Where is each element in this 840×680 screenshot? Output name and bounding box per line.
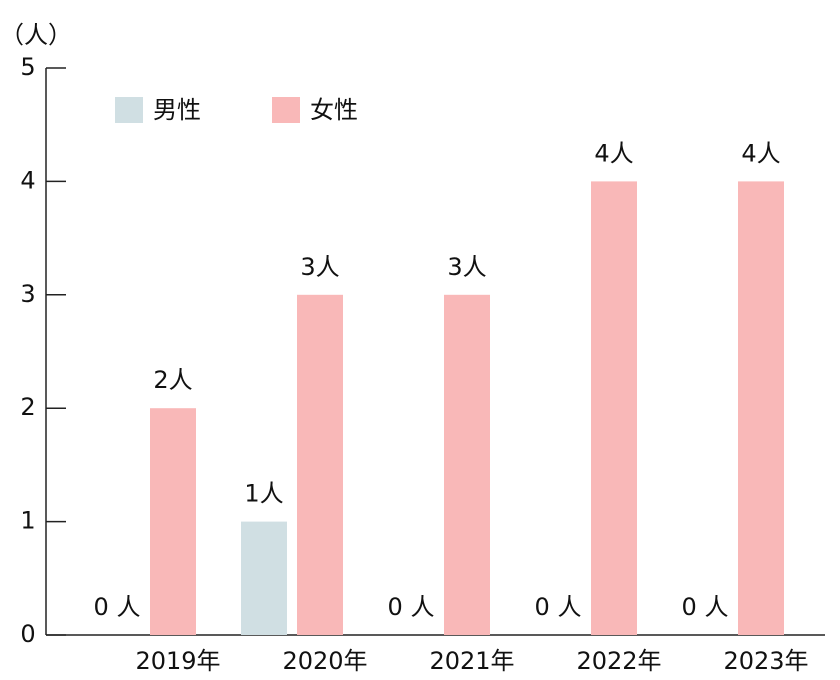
bar: [738, 181, 784, 635]
legend-swatch: [272, 97, 300, 123]
value-label: 0 人: [682, 593, 729, 621]
value-label: 3人: [447, 253, 486, 281]
bar: [297, 294, 343, 635]
value-label: 2人: [153, 366, 192, 394]
value-label: 0 人: [535, 593, 582, 621]
y-tick-label: 5: [20, 53, 35, 81]
x-tick-label: 2022年: [576, 647, 661, 675]
y-tick-label: 1: [20, 507, 35, 535]
bar: [444, 294, 490, 635]
bar: [150, 408, 196, 635]
bar: [591, 181, 637, 635]
x-tick-label: 2019年: [135, 647, 220, 675]
y-tick-label: 0: [20, 620, 35, 648]
value-label: 1人: [244, 480, 283, 508]
value-label: 4人: [594, 139, 633, 167]
bar: [241, 521, 287, 635]
y-axis-label: （人）: [0, 21, 72, 49]
x-tick-label: 2023年: [723, 647, 808, 675]
y-tick-label: 3: [20, 280, 35, 308]
legend-label: 女性: [310, 96, 358, 124]
value-label: 0 人: [94, 593, 141, 621]
x-tick-label: 2021年: [429, 647, 514, 675]
legend-label: 男性: [153, 96, 201, 124]
y-tick-label: 2: [20, 393, 35, 421]
y-tick-label: 4: [20, 166, 35, 194]
value-label: 3人: [300, 253, 339, 281]
legend-swatch: [115, 97, 143, 123]
value-label: 4人: [741, 139, 780, 167]
x-tick-label: 2020年: [282, 647, 367, 675]
value-label: 0 人: [388, 593, 435, 621]
